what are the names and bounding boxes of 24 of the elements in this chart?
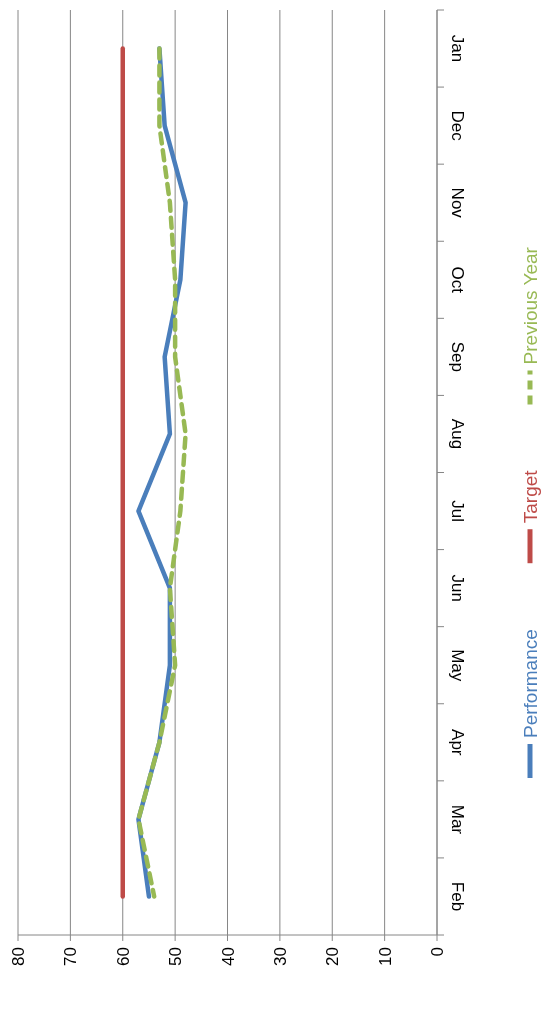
x-tick-label: 0: [428, 947, 447, 957]
y-tick-label: Aug: [448, 418, 467, 450]
x-tick-label: 60: [113, 947, 133, 966]
x-tick-label: 50: [166, 947, 186, 966]
x-tick-label: 80: [9, 947, 28, 966]
y-tick-label: Jan: [448, 34, 467, 63]
x-tick-label: 70: [61, 947, 81, 966]
y-tick-label: Feb: [448, 881, 467, 912]
y-tick-label: Jul: [448, 500, 467, 522]
x-tick-label: 10: [375, 947, 395, 966]
y-tick-label: Jun: [448, 574, 467, 602]
x-tick-label: 30: [270, 947, 290, 966]
y-tick-label: May: [448, 649, 467, 682]
y-tick-label: Dec: [448, 110, 467, 142]
y-tick-label: Sep: [448, 341, 467, 372]
text: Previous Year: [520, 246, 541, 365]
x-tick-label: 20: [323, 947, 343, 966]
y-tick-label: Mar: [448, 804, 467, 835]
y-tick-label: Apr: [448, 729, 467, 756]
text: Performance: [520, 629, 541, 738]
text: Target: [520, 469, 541, 524]
y-tick-label: Oct: [448, 266, 467, 294]
x-tick-label: 40: [218, 947, 238, 966]
y-tick-label: Nov: [448, 187, 467, 219]
